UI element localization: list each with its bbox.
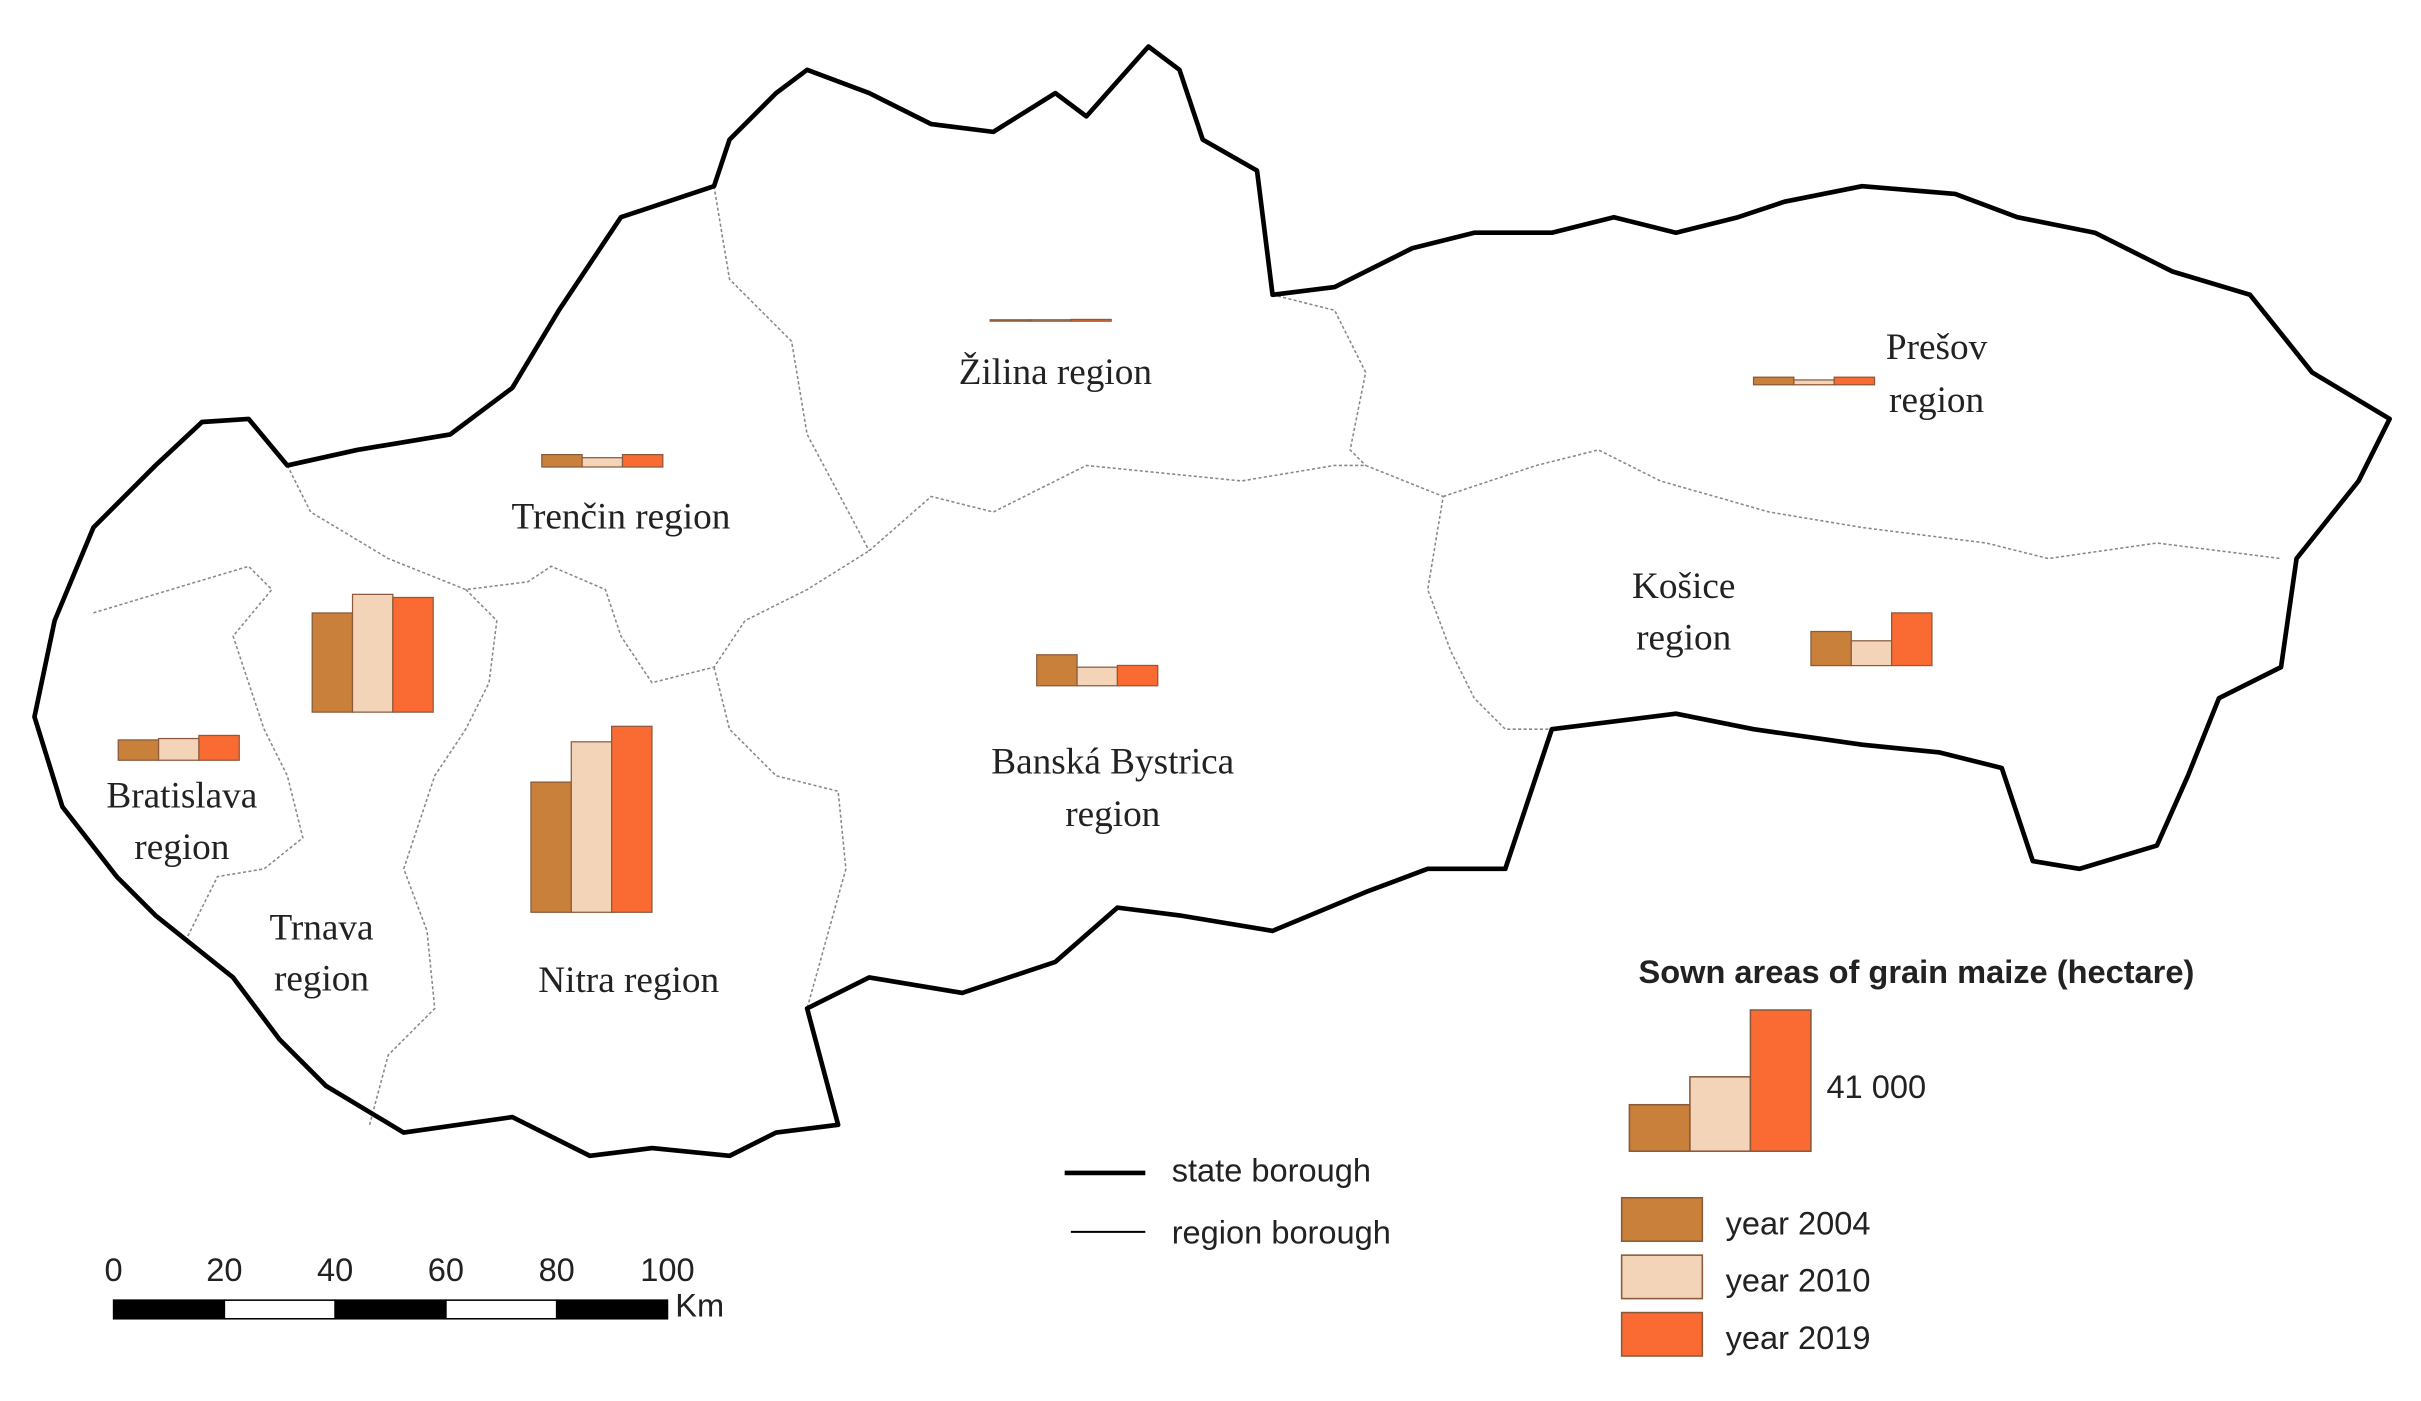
bar bbox=[1116, 664, 1159, 687]
region-border bbox=[1272, 294, 1367, 466]
bar bbox=[1833, 376, 1876, 386]
state-border bbox=[32, 44, 2392, 1159]
region-label: Trenčin region bbox=[512, 496, 731, 537]
region-border bbox=[368, 589, 498, 1126]
region-border bbox=[1442, 449, 2282, 560]
bar bbox=[621, 453, 664, 468]
scale-unit: Km bbox=[675, 1288, 724, 1324]
bar bbox=[1793, 379, 1835, 386]
bar bbox=[1076, 666, 1119, 687]
legend-value-label: 41 000 bbox=[1826, 1069, 1926, 1105]
border-legend-label: region borough bbox=[1172, 1215, 1391, 1251]
region-label: Trnava bbox=[269, 907, 374, 948]
scale-segment bbox=[112, 1299, 226, 1320]
bar bbox=[611, 725, 653, 913]
legend-swatch bbox=[1620, 1311, 1704, 1357]
legend-label: year 2019 bbox=[1726, 1320, 1871, 1356]
region-label: region bbox=[134, 827, 229, 868]
bar bbox=[1029, 319, 1072, 322]
region-label: region bbox=[1065, 794, 1160, 835]
scale-segment bbox=[334, 1299, 447, 1320]
bar bbox=[1850, 640, 1893, 667]
region-border bbox=[93, 565, 304, 940]
border-legend-label: state borough bbox=[1172, 1153, 1371, 1189]
bar bbox=[351, 593, 394, 713]
legend-swatch bbox=[1620, 1254, 1704, 1300]
legend-title: Sown areas of grain maize (hectare) bbox=[1639, 954, 2195, 990]
bar bbox=[581, 457, 624, 468]
legend-bar bbox=[1628, 1103, 1691, 1152]
region-border bbox=[868, 464, 1366, 552]
scale-tick-label: 60 bbox=[428, 1252, 464, 1288]
region-label: Banská Bystrica bbox=[991, 741, 1234, 782]
legend-swatch bbox=[1620, 1196, 1704, 1242]
bar bbox=[198, 734, 240, 761]
bar bbox=[311, 612, 354, 713]
region-label: region bbox=[1889, 380, 1984, 421]
scale-tick-label: 100 bbox=[640, 1252, 694, 1288]
region-label: Bratislava bbox=[106, 776, 257, 817]
region-borders bbox=[93, 186, 2282, 1126]
scale-tick-label: 40 bbox=[317, 1252, 353, 1288]
bar bbox=[989, 319, 1032, 322]
region-label: Prešov bbox=[1886, 327, 1988, 368]
legend-bar bbox=[1749, 1009, 1812, 1152]
bar bbox=[1890, 612, 1933, 667]
bar bbox=[1752, 376, 1795, 386]
bar bbox=[530, 781, 572, 913]
legend-bar bbox=[1689, 1076, 1752, 1152]
bar bbox=[541, 453, 583, 468]
region-border bbox=[1365, 464, 1552, 730]
scale-segment bbox=[223, 1299, 336, 1320]
scale-tick-label: 0 bbox=[105, 1252, 123, 1288]
bar bbox=[1070, 318, 1112, 322]
bar bbox=[392, 596, 434, 713]
region-label: Nitra region bbox=[538, 960, 719, 1001]
region-border bbox=[713, 666, 847, 1009]
legend-label: year 2010 bbox=[1726, 1263, 1871, 1299]
bar bbox=[117, 739, 160, 761]
region-border bbox=[286, 465, 870, 684]
scale-segment bbox=[445, 1299, 558, 1320]
region-label: region bbox=[274, 959, 369, 1000]
legend-label: year 2004 bbox=[1726, 1205, 1871, 1241]
region-label: region bbox=[1636, 617, 1731, 658]
bar bbox=[1036, 654, 1078, 687]
bar bbox=[570, 741, 613, 913]
scale-tick-label: 80 bbox=[539, 1252, 575, 1288]
region-label: Košice bbox=[1632, 566, 1735, 607]
bar bbox=[1810, 630, 1852, 667]
bar bbox=[157, 737, 200, 761]
region-border bbox=[713, 186, 870, 552]
scale-tick-label: 20 bbox=[206, 1252, 242, 1288]
scale-segment bbox=[555, 1299, 669, 1320]
region-label: Žilina region bbox=[959, 351, 1153, 393]
